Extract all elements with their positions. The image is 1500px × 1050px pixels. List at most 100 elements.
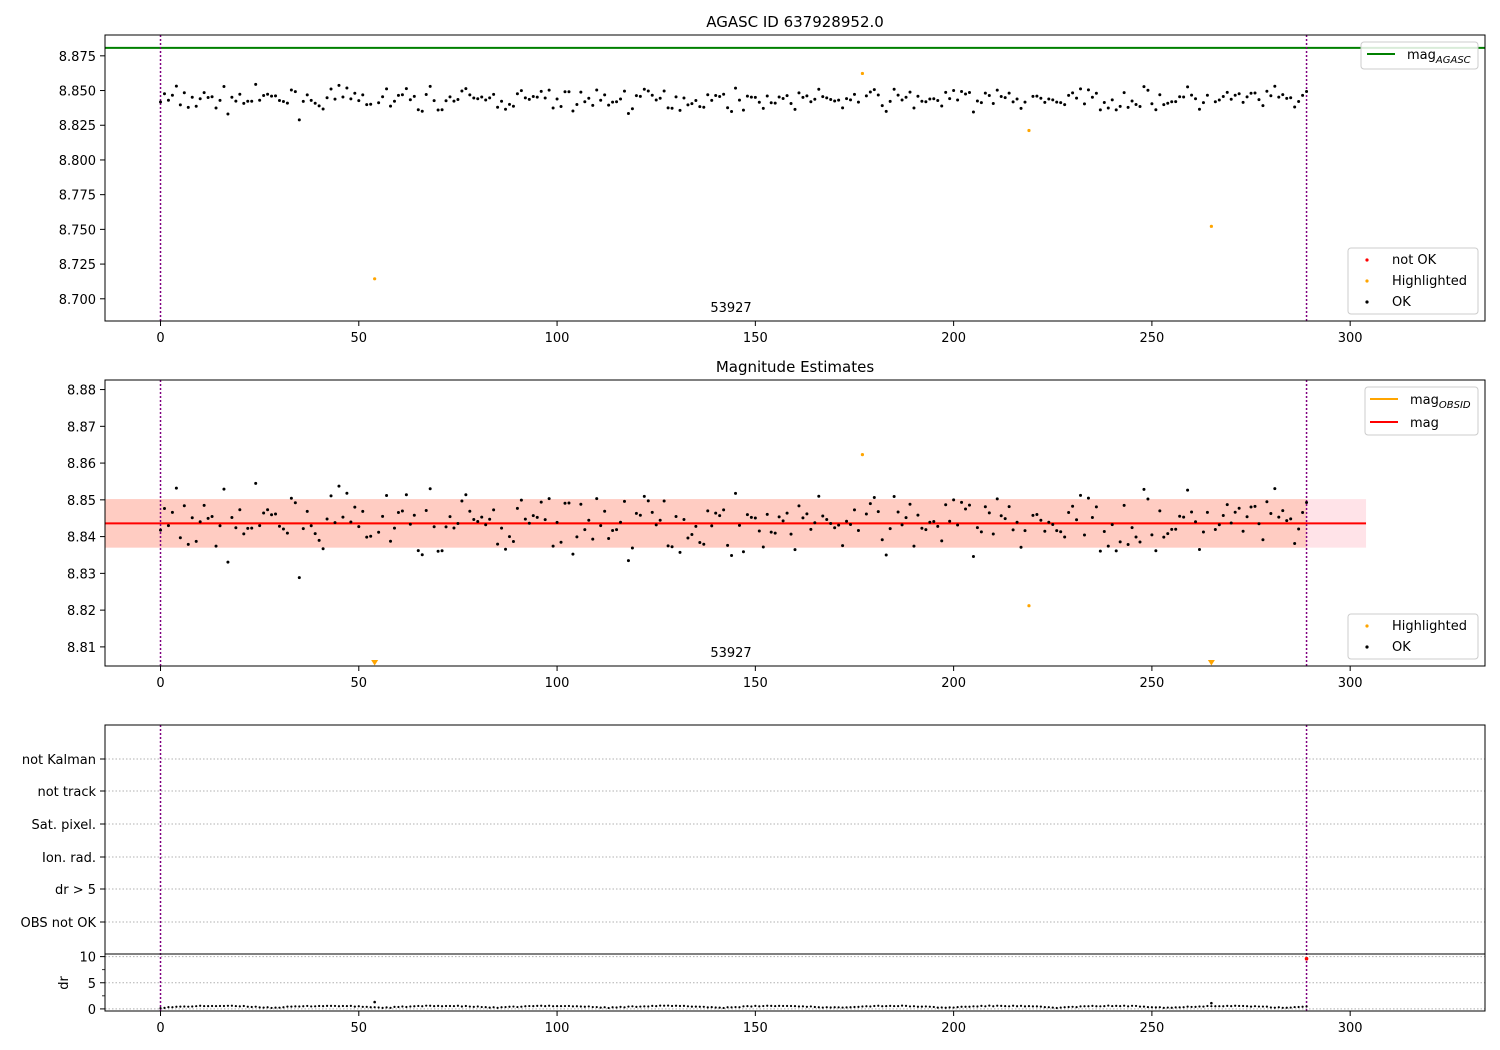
dr-point bbox=[341, 1004, 345, 1008]
ok-point bbox=[928, 97, 932, 101]
ok-point bbox=[1039, 518, 1043, 522]
dr-point bbox=[1091, 1004, 1094, 1007]
dr-point bbox=[421, 1005, 424, 1008]
dr-point bbox=[746, 1005, 749, 1008]
ok-point bbox=[615, 100, 619, 104]
ok-point bbox=[964, 92, 968, 96]
agasc-panel-xtick-label: 100 bbox=[545, 331, 570, 346]
dr-point bbox=[314, 1005, 317, 1008]
ok-point bbox=[1293, 105, 1297, 109]
ok-point bbox=[547, 497, 551, 501]
ok-point bbox=[833, 99, 837, 103]
ok-point bbox=[162, 506, 166, 510]
ok-point bbox=[166, 524, 170, 528]
dr-point bbox=[825, 1006, 828, 1009]
dr-point bbox=[397, 1005, 400, 1009]
ok-point bbox=[1079, 87, 1083, 91]
dr-point bbox=[250, 1005, 253, 1009]
ok-point bbox=[377, 530, 381, 534]
dr-point bbox=[536, 1004, 539, 1007]
ok-point bbox=[341, 515, 345, 519]
magnitude-panel-xtick-label: 250 bbox=[1139, 676, 1164, 691]
ok-point bbox=[222, 84, 226, 88]
dr-point bbox=[310, 1005, 313, 1008]
flags-panel-xtick-label: 0 bbox=[156, 1021, 164, 1036]
ok-point bbox=[1090, 95, 1094, 99]
ok-point bbox=[186, 105, 190, 109]
ok-point bbox=[852, 92, 856, 96]
ok-point bbox=[991, 532, 995, 536]
magnitude-marker-legend-box bbox=[1347, 613, 1479, 660]
ok-point bbox=[460, 499, 464, 503]
ok-point bbox=[662, 89, 666, 93]
dr-point bbox=[631, 1005, 634, 1008]
ok-point bbox=[579, 90, 583, 94]
dr-point bbox=[1015, 1005, 1019, 1008]
dr-point bbox=[480, 1005, 483, 1009]
ok-point bbox=[730, 554, 734, 558]
ok-point bbox=[1150, 102, 1154, 106]
ok-point bbox=[535, 515, 539, 519]
magnitude-panel-ytick-label: 8.87 bbox=[67, 420, 96, 435]
ok-point bbox=[1094, 91, 1098, 95]
dr-point bbox=[401, 1005, 404, 1008]
ok-point bbox=[967, 503, 971, 507]
agasc-legend-marker bbox=[1365, 279, 1369, 283]
ok-point bbox=[884, 553, 888, 557]
flags-panel-frame bbox=[104, 724, 1486, 1012]
ok-point bbox=[202, 91, 206, 95]
ok-point bbox=[555, 97, 559, 101]
ok-point bbox=[1225, 503, 1229, 507]
dr-point bbox=[1130, 1004, 1134, 1007]
ok-point bbox=[1289, 96, 1293, 100]
agasc-panel-frame bbox=[104, 34, 1486, 322]
dr-point bbox=[674, 1004, 678, 1007]
ok-point bbox=[250, 526, 254, 530]
dr-point bbox=[270, 1006, 273, 1010]
agasc-panel-title: AGASC ID 637928952.0 bbox=[706, 13, 884, 31]
ok-point bbox=[1249, 505, 1253, 509]
dr-point bbox=[1055, 1006, 1058, 1010]
ok-point bbox=[531, 514, 535, 518]
ok-point bbox=[182, 91, 186, 95]
ok-point bbox=[571, 552, 575, 556]
ok-point bbox=[174, 84, 178, 88]
dr-point bbox=[516, 1005, 519, 1009]
ok-point bbox=[1047, 97, 1051, 101]
magnitude-panel-obsid-label: 53927 bbox=[710, 646, 751, 661]
dr-point bbox=[984, 1005, 987, 1008]
dr-point bbox=[555, 1005, 559, 1008]
ok-point bbox=[856, 100, 860, 104]
ok-point bbox=[452, 99, 456, 103]
ok-point bbox=[690, 102, 694, 106]
ok-point bbox=[595, 497, 599, 501]
ok-point bbox=[1086, 88, 1090, 92]
dr-point bbox=[1103, 1005, 1106, 1008]
ok-point bbox=[1233, 510, 1237, 514]
dr-point bbox=[865, 1005, 868, 1008]
ok-point bbox=[210, 514, 214, 518]
ok-point bbox=[1158, 509, 1162, 513]
dr-point bbox=[1277, 1006, 1280, 1009]
magnitude-panel-ytick-label: 8.81 bbox=[67, 641, 96, 656]
ok-point bbox=[519, 498, 523, 502]
dr-point bbox=[766, 1004, 769, 1007]
dr-point bbox=[1099, 1005, 1102, 1008]
ok-point bbox=[246, 526, 250, 530]
ok-point bbox=[880, 104, 884, 108]
ok-point bbox=[603, 93, 607, 97]
ok-point bbox=[1102, 529, 1106, 533]
ok-point bbox=[428, 487, 432, 491]
ok-point bbox=[1201, 101, 1205, 105]
dr-point bbox=[1019, 1004, 1023, 1007]
dr-point bbox=[1051, 1006, 1054, 1009]
dr-point bbox=[413, 1005, 416, 1008]
dr-point bbox=[1162, 1006, 1165, 1009]
ok-point bbox=[523, 96, 527, 100]
ok-point bbox=[579, 502, 583, 506]
ok-point bbox=[519, 89, 523, 93]
ok-point bbox=[389, 104, 393, 108]
ok-point bbox=[1249, 91, 1253, 95]
ok-point bbox=[234, 526, 238, 530]
ok-point bbox=[908, 90, 912, 94]
